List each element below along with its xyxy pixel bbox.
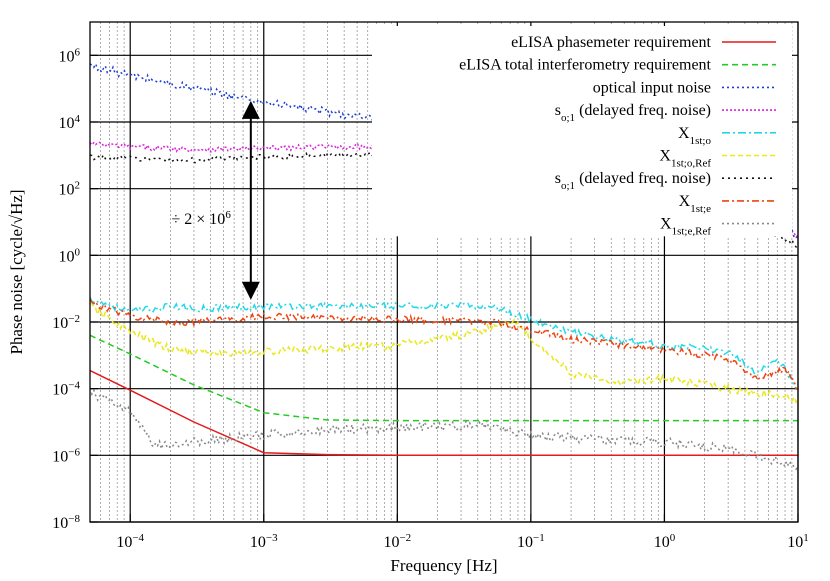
y-axis-label: Phase noise [cycle/√Hz] bbox=[7, 189, 26, 354]
series-line-9 bbox=[90, 387, 798, 471]
y-tick-label: 10−8 bbox=[52, 513, 80, 532]
legend-label: eLISA phasemeter requirement bbox=[511, 34, 711, 51]
legend-label: eLISA total interferometry requirement bbox=[459, 57, 711, 74]
x-tick-label: 10−4 bbox=[116, 532, 144, 551]
scale-annotation-text: ÷ 2 × 106 bbox=[172, 209, 232, 228]
plot-frame bbox=[89, 21, 799, 523]
y-tick-label: 100 bbox=[59, 246, 81, 265]
y-tick-label: 10−2 bbox=[52, 313, 80, 332]
y-tick-label: 106 bbox=[59, 46, 81, 65]
y-tick-label: 102 bbox=[59, 180, 81, 199]
series-line-5 bbox=[90, 296, 798, 390]
series-line-8 bbox=[90, 298, 798, 390]
y-tick-label: 104 bbox=[59, 113, 81, 132]
y-tick-label: 10−6 bbox=[52, 446, 80, 465]
y-tick-label: 10−4 bbox=[52, 380, 80, 399]
x-tick-label: 100 bbox=[654, 532, 676, 551]
series-line-1 bbox=[90, 369, 798, 457]
series-line-2 bbox=[90, 334, 798, 422]
legend-label: so;1 (delayed freq. noise) bbox=[555, 170, 711, 192]
series-line-3 bbox=[90, 62, 798, 240]
series-line-6 bbox=[90, 302, 798, 405]
x-tick-label: 10−3 bbox=[250, 532, 278, 551]
x-axis-label: Frequency [Hz] bbox=[390, 556, 497, 575]
x-tick-label: 10−2 bbox=[383, 532, 411, 551]
legend-label: optical input noise bbox=[593, 79, 711, 96]
axis-ticks bbox=[90, 54, 799, 523]
legend-label: so;1 (delayed freq. noise) bbox=[555, 102, 711, 124]
legend-label: X1st;o bbox=[678, 125, 711, 147]
scale-annotation: ÷ 2 × 106 bbox=[172, 100, 260, 300]
x-tick-label: 10−1 bbox=[517, 532, 545, 551]
x-tick-label: 101 bbox=[787, 532, 809, 551]
legend: eLISA phasemeter requirement eLISA total … bbox=[459, 34, 776, 238]
